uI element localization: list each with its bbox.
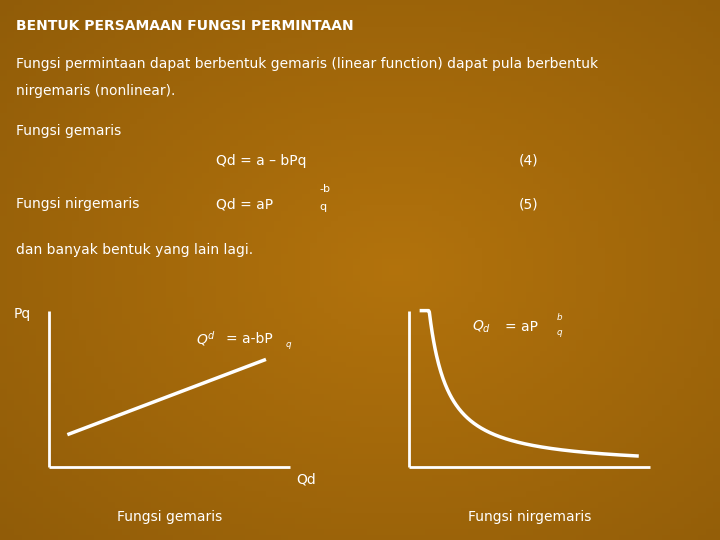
Text: BENTUK PERSAMAAN FUNGSI PERMINTAAN: BENTUK PERSAMAAN FUNGSI PERMINTAAN [16, 19, 354, 33]
Text: (5): (5) [518, 197, 538, 211]
Text: $_q$: $_q$ [556, 327, 563, 340]
Text: Qd = aP: Qd = aP [216, 197, 273, 211]
Text: Qd = a – bPq: Qd = a – bPq [216, 154, 307, 168]
Text: -b: -b [319, 184, 330, 194]
Text: = a-bP: = a-bP [226, 332, 273, 346]
Text: Qd: Qd [296, 472, 316, 487]
Text: Pq: Pq [14, 307, 31, 321]
Text: Fungsi nirgemaris: Fungsi nirgemaris [467, 510, 591, 524]
Text: Fungsi permintaan dapat berbentuk gemaris (linear function) dapat pula berbentuk: Fungsi permintaan dapat berbentuk gemari… [16, 57, 598, 71]
Text: $^b$: $^b$ [556, 314, 563, 327]
Text: dan banyak bentuk yang lain lagi.: dan banyak bentuk yang lain lagi. [16, 243, 253, 257]
Text: = aP: = aP [505, 320, 538, 334]
Text: Fungsi nirgemaris: Fungsi nirgemaris [16, 197, 139, 211]
Text: $_q$: $_q$ [284, 339, 292, 352]
Text: (4): (4) [518, 154, 538, 168]
Text: $Q_d$: $Q_d$ [472, 319, 491, 335]
Text: Fungsi gemaris: Fungsi gemaris [16, 124, 121, 138]
Text: Fungsi gemaris: Fungsi gemaris [117, 510, 222, 524]
Text: nirgemaris (nonlinear).: nirgemaris (nonlinear). [16, 84, 175, 98]
Text: $Q^d$: $Q^d$ [196, 329, 216, 348]
Text: q: q [319, 202, 326, 213]
